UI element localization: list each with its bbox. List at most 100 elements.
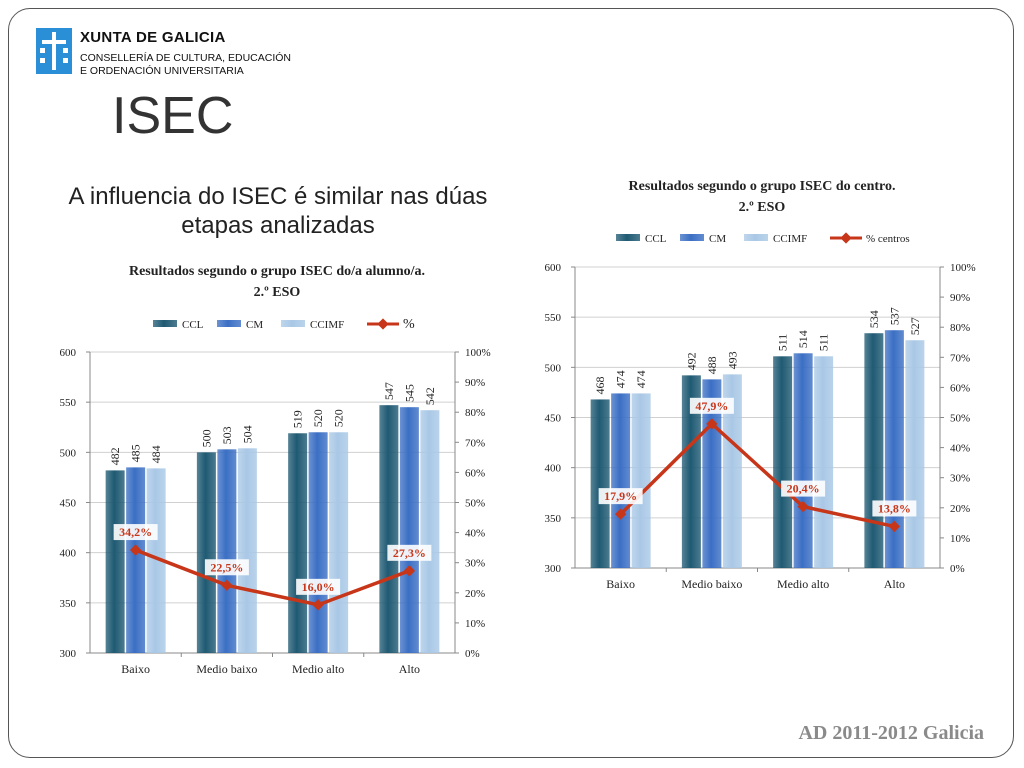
- line-marker: [129, 544, 142, 556]
- x-tick-label: Medio alto: [777, 577, 829, 591]
- y-tick-label: 450: [60, 498, 77, 510]
- org-name: XUNTA DE GALICIA: [80, 29, 226, 46]
- bar-value-label: 511: [817, 334, 831, 352]
- legend-swatch-ccl: [616, 234, 640, 241]
- y2-tick-label: 60%: [950, 382, 970, 394]
- y2-tick-label: 70%: [950, 352, 970, 364]
- line-marker: [797, 500, 809, 513]
- bar-ccimf: [237, 448, 257, 653]
- x-tick-label: Alto: [884, 577, 905, 591]
- bar-value-label: 503: [220, 426, 234, 444]
- line-marker: [221, 579, 233, 591]
- bar-value-label: 527: [908, 317, 922, 335]
- line-marker: [312, 599, 324, 611]
- org-subtitle-line-1: CONSELLERÍA DE CULTURA, EDUCACIÓN: [80, 52, 292, 64]
- bar-value-label: 474: [614, 370, 628, 388]
- line-label-bg: [689, 397, 734, 414]
- y2-tick-label: 70%: [465, 437, 485, 449]
- bar-value-label: 474: [634, 370, 648, 388]
- bar-value-label: 542: [423, 387, 437, 405]
- bar-cm: [611, 393, 631, 568]
- bar-value-label: 545: [402, 384, 416, 402]
- line-value-label: 27,3%: [393, 546, 426, 560]
- y2-tick-label: 10%: [950, 533, 970, 545]
- legend-swatch-cm: [680, 234, 704, 241]
- chart-title: Resultados segundo o grupo ISEC do/a alu…: [129, 264, 425, 279]
- bar-value-label: 547: [382, 382, 396, 400]
- bar-value-label: 504: [240, 425, 254, 443]
- chart-subtitle: 2.º ESO: [254, 285, 301, 300]
- bar-ccimf: [905, 340, 925, 568]
- slide-title: ISEC: [112, 87, 234, 145]
- y-tick-label: 500: [545, 362, 562, 374]
- line-label-bg: [387, 544, 432, 561]
- bar-value-label: 484: [149, 445, 163, 463]
- y2-tick-label: 20%: [465, 588, 485, 600]
- y-tick-label: 550: [545, 312, 562, 324]
- bar-cm: [399, 407, 419, 653]
- line-marker: [888, 520, 901, 533]
- y2-tick-label: 60%: [465, 467, 485, 479]
- y2-tick-label: 40%: [950, 443, 970, 455]
- slide-subtitle: A influencia do ISEC é similar nas dúas …: [68, 183, 488, 239]
- y-tick-label: 500: [60, 447, 77, 459]
- bar-value-label: 500: [199, 429, 213, 447]
- y2-tick-label: 80%: [465, 407, 485, 419]
- bar-ccimf: [814, 356, 834, 568]
- bar-value-label: 493: [725, 351, 739, 369]
- line-value-label: 47,9%: [695, 399, 728, 413]
- bar-value-label: 511: [776, 334, 790, 352]
- bar-value-label: 468: [593, 376, 607, 394]
- y2-tick-label: 30%: [465, 558, 485, 570]
- slide-footer: AD 2011-2012 Galicia: [798, 722, 984, 744]
- legend-label-cm: CM: [246, 319, 263, 331]
- line-value-label: 13,8%: [878, 501, 911, 515]
- y-tick-label: 400: [60, 548, 77, 560]
- line-marker: [403, 565, 416, 577]
- line-series: [619, 421, 895, 529]
- line-value-label: 34,2%: [119, 525, 152, 539]
- slide-frame: [8, 8, 1014, 758]
- line-label-bg: [113, 524, 158, 541]
- bar-value-label: 492: [684, 352, 698, 370]
- chart-title: Resultados segundo o grupo ISEC do centr…: [629, 179, 896, 194]
- bar-ccl: [681, 375, 701, 568]
- line-label-bg: [781, 480, 826, 497]
- legend-swatch-ccimf: [744, 234, 768, 241]
- legend-label-cm: CM: [709, 233, 726, 245]
- legend-line-marker: [840, 232, 852, 244]
- bar-cm: [308, 432, 328, 653]
- bar-value-label: 482: [108, 447, 122, 465]
- bar-value-label: 519: [291, 410, 305, 428]
- x-tick-label: Medio alto: [292, 662, 344, 676]
- bar-ccimf: [631, 393, 651, 568]
- x-tick-label: Baixo: [606, 577, 635, 591]
- line-label-bg: [598, 488, 643, 505]
- legend-label-ccl: CCL: [645, 233, 667, 245]
- y-tick-label: 400: [545, 463, 562, 475]
- x-tick-label: Baixo: [121, 662, 150, 676]
- y-tick-label: 300: [545, 563, 562, 575]
- line-value-label: 16,0%: [302, 580, 335, 594]
- line-marker: [706, 418, 718, 430]
- bar-ccimf: [722, 374, 742, 568]
- legend-label-ccimf: CCIMF: [773, 233, 807, 245]
- y-tick-label: 600: [60, 347, 77, 359]
- y-tick-label: 350: [60, 598, 77, 610]
- bar-value-label: 488: [705, 356, 719, 374]
- line-series: [134, 548, 410, 607]
- bar-cm: [126, 467, 146, 653]
- bar-value-label: 485: [129, 444, 143, 462]
- bar-ccimf: [420, 410, 440, 653]
- bar-ccl: [379, 405, 399, 653]
- y2-tick-label: 90%: [465, 377, 485, 389]
- y-tick-label: 450: [545, 413, 562, 425]
- bar-ccl: [590, 399, 610, 568]
- legend-label-line: % centros: [866, 233, 910, 245]
- bar-value-label: 537: [887, 307, 901, 325]
- legend-swatch-ccl: [153, 320, 177, 327]
- bar-ccl: [105, 470, 125, 653]
- y2-tick-label: 90%: [950, 292, 970, 304]
- bar-value-label: 520: [311, 409, 325, 427]
- y2-tick-label: 40%: [465, 528, 485, 540]
